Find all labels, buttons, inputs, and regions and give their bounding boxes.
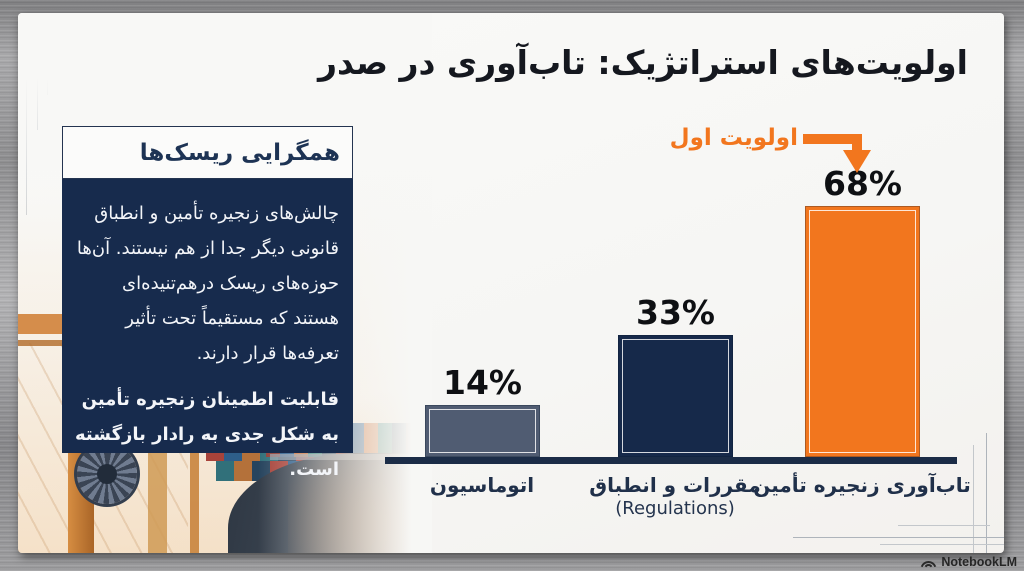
card-emphasis: قابلیت اطمینان زنجیره تأمین به شکل جدی ب… xyxy=(74,389,339,480)
bar-group-automation: 14% xyxy=(425,364,540,457)
x-axis-line xyxy=(385,457,957,464)
bar-value-label: 68% xyxy=(823,164,902,203)
page-title: اولویت‌های استراتژیک: تاب‌آوری در صدر xyxy=(318,43,968,82)
card-body: چالش‌های زنجیره تأمین و انطباق قانونی دی… xyxy=(62,179,353,480)
bar-value-label: 14% xyxy=(443,363,522,402)
ornament-line xyxy=(973,445,974,553)
notebooklm-watermark: NotebookLM xyxy=(920,555,1017,569)
risk-convergence-card: همگرایی ریسک‌ها چالش‌های زنجیره تأمین و … xyxy=(62,126,353,480)
card-header: همگرایی ریسک‌ها xyxy=(62,126,353,179)
bar-chart: 14% 33% 68% اتوماسیون مقررات و انطباق (R… xyxy=(18,13,1004,553)
bar-group-resilience: 68% xyxy=(805,165,920,457)
bar-regulations[interactable] xyxy=(618,335,733,457)
ornament-line xyxy=(880,544,1004,545)
notebooklm-logo-icon xyxy=(921,560,937,567)
first-priority-label: اولویت اول xyxy=(669,125,798,151)
ornament-line xyxy=(986,433,987,553)
presentation-slide: اولویت‌های استراتژیک: تاب‌آوری در صدر هم… xyxy=(18,13,1004,553)
elbow-arrow-icon xyxy=(803,134,871,173)
bar-automation[interactable] xyxy=(425,405,540,457)
bar-value-label: 33% xyxy=(636,293,715,332)
ornament-line xyxy=(898,525,990,526)
bar-group-regulations: 33% xyxy=(618,294,733,457)
category-label-regulations: مقررات و انطباق (Regulations) xyxy=(565,473,785,521)
category-label-automation: اتوماسیون xyxy=(429,473,535,497)
watermark-label: NotebookLM xyxy=(941,555,1017,569)
category-sublabel: (Regulations) xyxy=(615,498,735,519)
category-label-resilience: تاب‌آوری زنجیره تأمین xyxy=(753,473,971,497)
card-paragraph: چالش‌های زنجیره تأمین و انطباق قانونی دی… xyxy=(76,203,339,364)
ornament-line xyxy=(793,537,1004,538)
bar-supply-chain-resilience[interactable] xyxy=(805,206,920,457)
